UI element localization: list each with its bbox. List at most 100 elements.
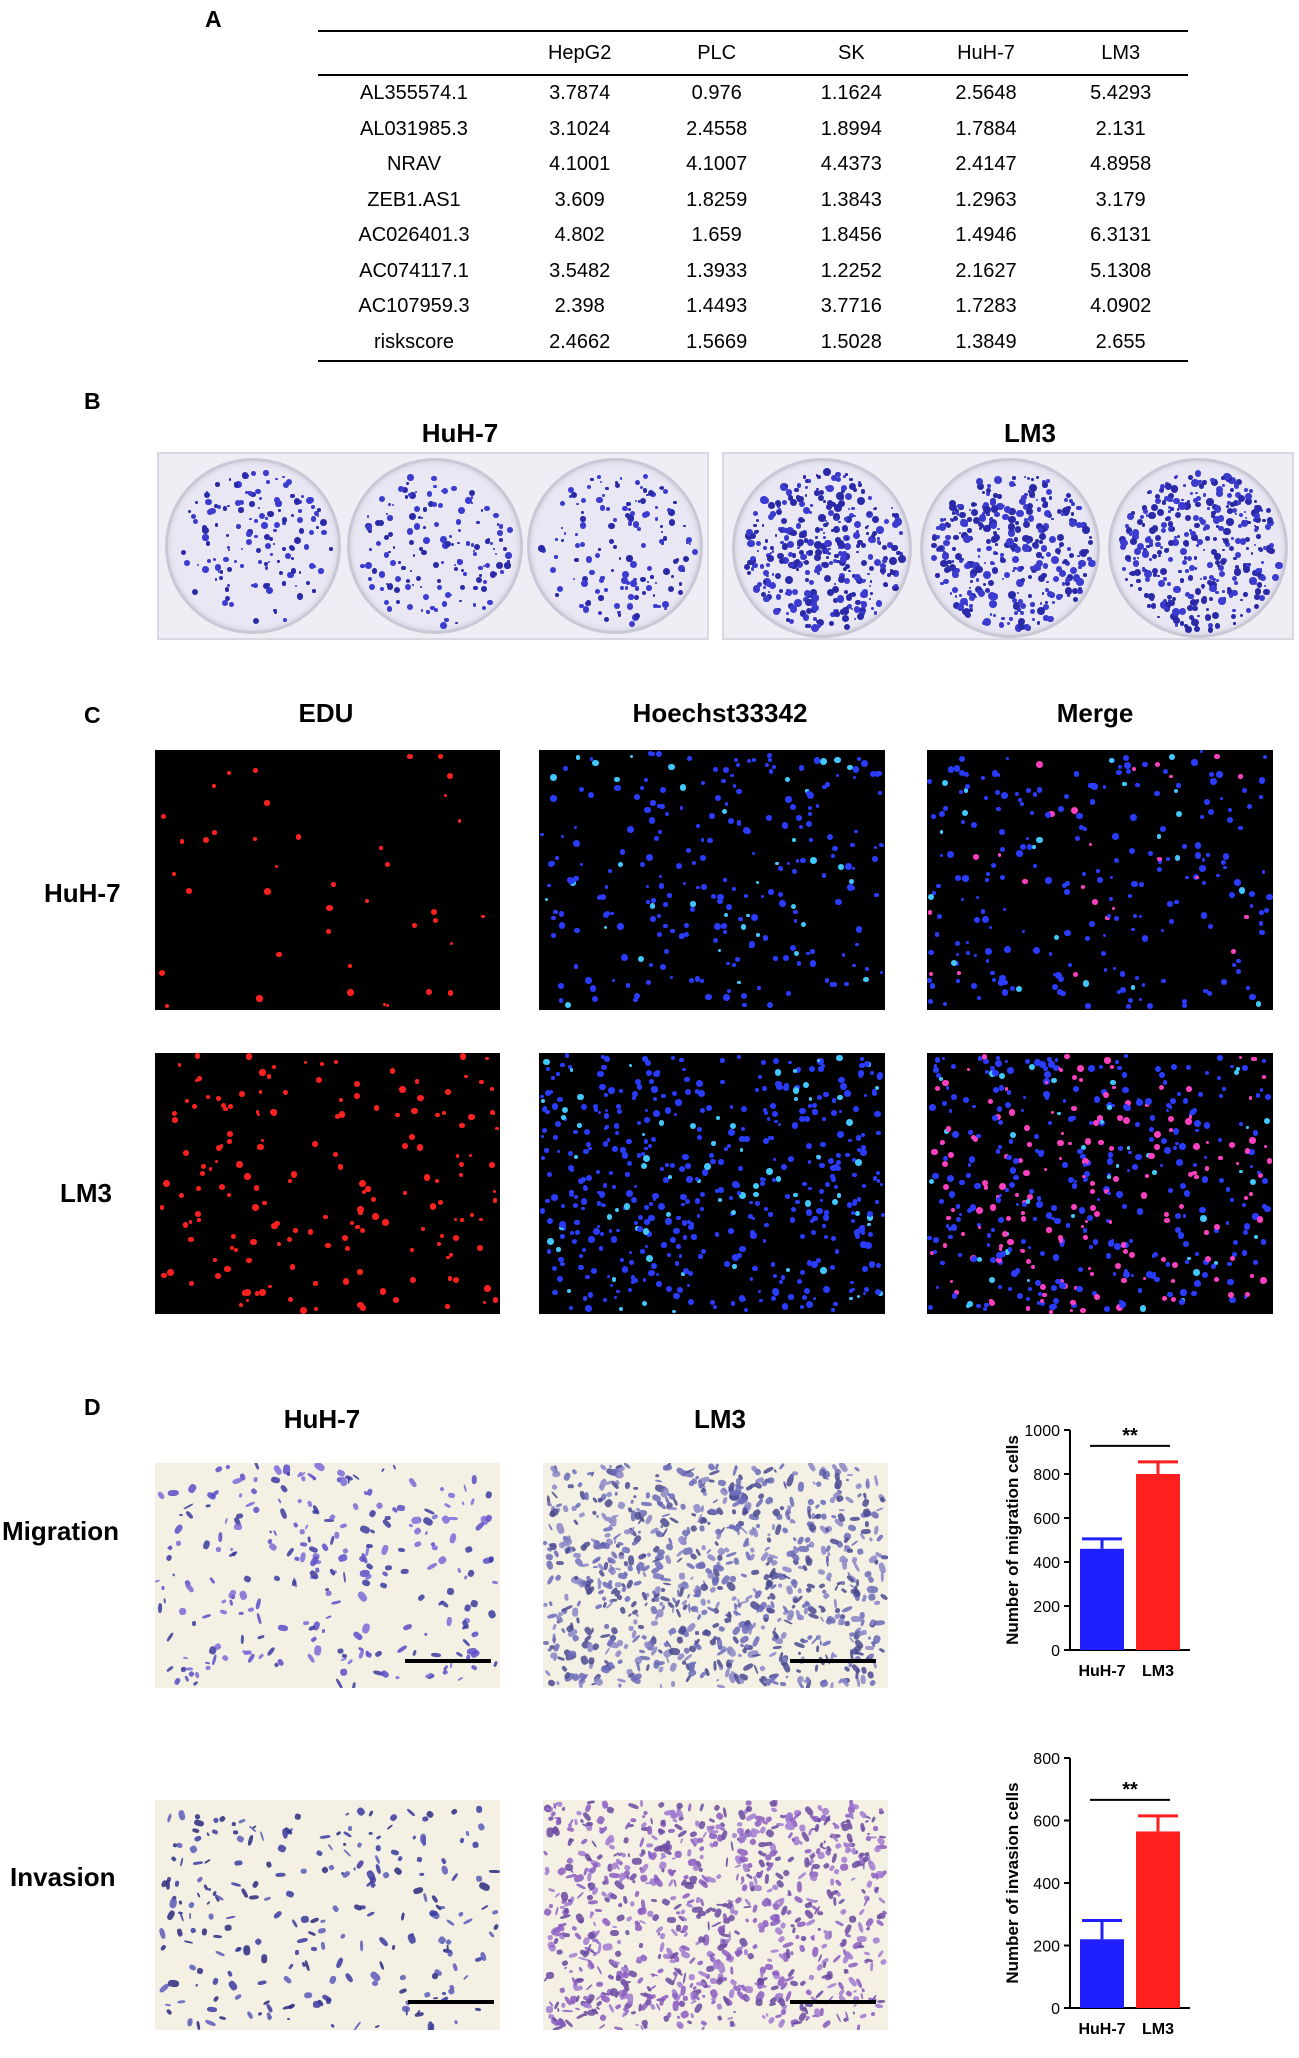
colony-dot — [1013, 611, 1018, 616]
cell-dot — [764, 1561, 770, 1567]
colony-dot — [1245, 608, 1251, 614]
cell-dot — [1163, 768, 1169, 774]
cell-dot — [556, 2007, 560, 2012]
colony-dot — [810, 504, 813, 507]
colony-dot — [1142, 508, 1148, 514]
colony-dot — [462, 572, 467, 576]
cell-dot — [462, 1638, 471, 1647]
cell-dot — [837, 1131, 845, 1138]
cell-dot — [488, 1162, 495, 1168]
cell-dot — [836, 1054, 843, 1062]
cell-dot — [400, 1568, 409, 1575]
cell-dot — [700, 979, 705, 984]
cell-dot — [294, 1813, 302, 1821]
colony-dot — [214, 578, 217, 581]
cell-dot — [1201, 1272, 1209, 1279]
cell-dot — [762, 1137, 770, 1144]
cell-dot — [648, 1201, 653, 1206]
colony-dot — [850, 591, 857, 597]
cell-dot — [616, 1289, 620, 1294]
cell-dot — [833, 1164, 840, 1171]
cell-dot — [285, 1546, 295, 1558]
cell-dot — [640, 1249, 645, 1254]
cell-dot — [1116, 1114, 1123, 1121]
colony-dot — [982, 570, 991, 579]
colony-dot — [854, 573, 862, 581]
cell-dot — [801, 922, 807, 928]
cell-dot — [785, 777, 790, 782]
cell-dot — [861, 1183, 867, 1189]
colony-dot — [375, 541, 381, 547]
cell-dot — [300, 1542, 308, 1547]
colony-dot — [945, 535, 951, 541]
cell-dot — [668, 1506, 677, 1511]
cell-dot — [451, 1962, 459, 1972]
merge-image-huh7 — [927, 750, 1273, 1010]
cell-dot — [569, 1191, 575, 1197]
colony-dot — [269, 537, 274, 541]
colony-dot — [958, 559, 963, 564]
cell-dot — [700, 1598, 707, 1606]
colony-dot — [843, 567, 848, 572]
cell-dot — [833, 1302, 838, 1307]
cell-dot — [612, 1146, 619, 1152]
colony-dot — [999, 623, 1004, 627]
colony-dot — [1141, 523, 1145, 527]
cell-dot — [854, 829, 858, 834]
cell-dot — [585, 1142, 592, 1148]
colony-dot — [1244, 520, 1248, 524]
colony-dot — [662, 536, 668, 541]
cell-dot — [684, 1199, 691, 1205]
cell-dot — [806, 790, 813, 797]
colony-dot — [1027, 574, 1033, 579]
cell-dot — [1256, 1216, 1264, 1224]
cell-dot — [874, 1200, 879, 1204]
cell-dot — [1259, 929, 1265, 935]
colony-dot — [1012, 556, 1020, 563]
cell-dot — [1026, 844, 1033, 851]
cell-dot — [793, 909, 798, 915]
cell-dot — [630, 1600, 639, 1609]
cell-dot — [184, 1098, 189, 1103]
cell-dot — [656, 1549, 665, 1557]
colony-dot — [1219, 558, 1227, 566]
cell-dot — [1054, 1058, 1059, 1062]
cell-dot — [948, 1151, 955, 1158]
cell-dot — [646, 1231, 652, 1238]
cell-dot — [415, 2012, 425, 2018]
cell-dot — [229, 1246, 234, 1251]
cell-dot — [930, 814, 936, 819]
cell-dot — [1235, 968, 1241, 974]
cell-dot — [682, 1235, 688, 1240]
cell-dot — [279, 1483, 288, 1493]
cell-dot — [431, 908, 438, 916]
colony-dot — [1188, 528, 1193, 532]
cell-dot — [678, 1166, 685, 1173]
cell-dot — [161, 813, 167, 819]
cell-dot — [665, 1218, 673, 1226]
cell-dot — [489, 1086, 495, 1091]
cell-dot — [835, 773, 840, 778]
value-cell: 3.609 — [554, 188, 605, 211]
cell-dot — [1057, 988, 1064, 995]
colony-dot — [956, 603, 965, 611]
cell-dot — [335, 1956, 345, 1969]
colony-dot — [1147, 535, 1152, 541]
colony-dot — [1076, 521, 1083, 528]
colony-dot — [1198, 483, 1205, 489]
colony-dot — [1027, 515, 1035, 522]
cell-dot — [717, 1586, 724, 1591]
cell-dot — [850, 1280, 854, 1284]
cell-dot — [833, 1585, 839, 1592]
colony-dot — [1218, 565, 1225, 572]
colony-dot — [876, 540, 881, 544]
cell-dot — [1244, 1147, 1251, 1154]
cell-dot — [942, 1079, 949, 1087]
colony-dot — [660, 525, 664, 529]
colony-dot — [293, 536, 301, 544]
cell-dot — [437, 1241, 442, 1246]
cell-dot — [1170, 1278, 1175, 1283]
cell-dot — [185, 1667, 194, 1671]
colony-dot — [783, 535, 790, 541]
cell-dot — [257, 1979, 267, 1986]
